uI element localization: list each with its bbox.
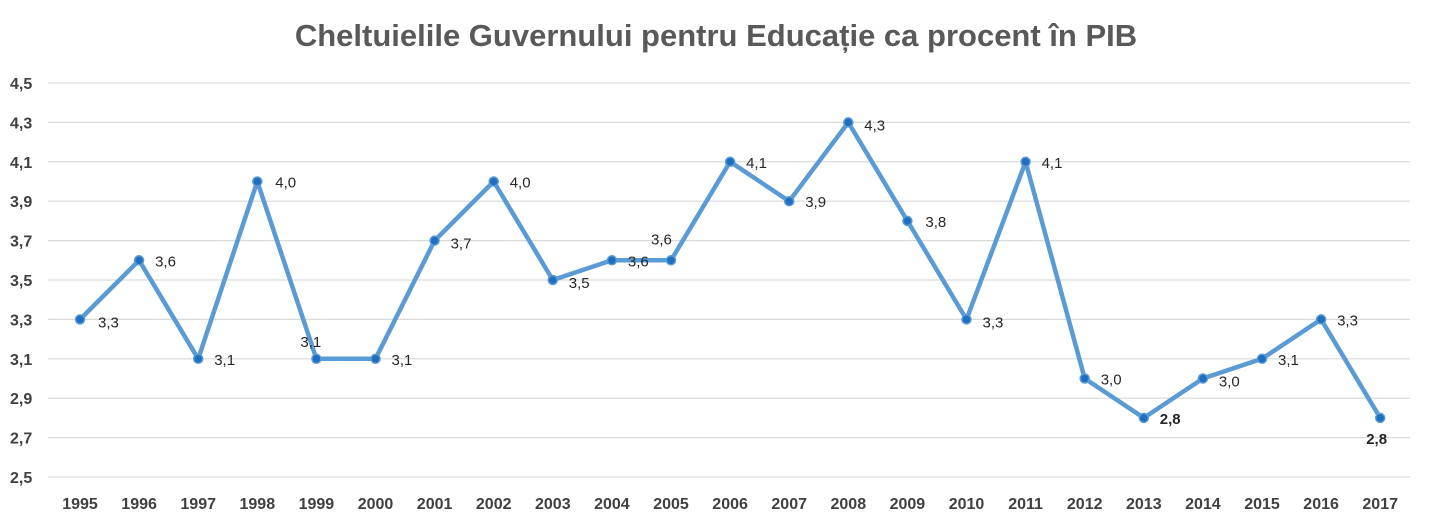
data-label-2010: 3,3 [983, 314, 1004, 331]
data-label-2013: 2,8 [1160, 411, 1181, 428]
data-label-1998: 4,0 [275, 175, 296, 192]
data-label-1996: 3,6 [155, 253, 176, 270]
x-tick-label-2015: 2015 [1244, 496, 1280, 513]
data-point-2006 [724, 156, 736, 168]
data-label-2015: 3,1 [1278, 352, 1299, 369]
x-tick-label-1996: 1996 [121, 496, 157, 513]
data-point-2017 [1374, 412, 1386, 424]
data-point-2014 [1197, 373, 1209, 384]
y-tick-label: 3,5 [10, 273, 32, 290]
chart-title: Cheltuielile Guvernului pentru Educație … [295, 18, 1137, 53]
data-point-2004 [606, 255, 618, 266]
data-point-2001 [429, 235, 440, 246]
x-tick-label-2006: 2006 [712, 496, 748, 513]
data-label-2011: 4,1 [1042, 155, 1063, 172]
series-group [74, 117, 1386, 424]
data-label-2003: 3,5 [569, 275, 590, 292]
x-tick-label-1995: 1995 [62, 496, 98, 513]
data-point-1996 [133, 255, 145, 266]
data-point-2000 [370, 353, 381, 365]
x-tick-label-2009: 2009 [890, 496, 926, 513]
data-point-2013 [1138, 412, 1150, 424]
data-label-2009: 3,8 [925, 214, 946, 231]
data-point-2002 [488, 176, 499, 187]
data-point-2003 [547, 274, 559, 286]
data-label-2001: 3,7 [451, 236, 472, 253]
data-label-1995: 3,3 [98, 314, 119, 331]
x-tick-label-2014: 2014 [1185, 496, 1221, 513]
y-tick-label: 4,1 [10, 155, 32, 172]
x-tick-label-1998: 1998 [240, 496, 276, 513]
data-point-1997 [192, 353, 204, 365]
x-tick-label-2013: 2013 [1126, 496, 1162, 513]
x-tick-label-2000: 2000 [358, 496, 394, 513]
x-tick-label-2003: 2003 [535, 496, 571, 513]
x-tick-label-2005: 2005 [653, 496, 689, 513]
x-tick-label-2008: 2008 [831, 496, 867, 513]
grid-lines [48, 82, 1410, 478]
y-axis-ticks: 2,5 2,7 2,9 3,1 3,3 3,5 3,7 3,9 4,1 4,3 4,5 [10, 76, 32, 487]
x-tick-label-2007: 2007 [771, 496, 807, 513]
data-point-2009 [902, 215, 913, 227]
data-label-2002: 4,0 [510, 175, 531, 192]
data-label-2008: 4,3 [864, 117, 885, 134]
data-label-2007: 3,9 [805, 194, 826, 211]
data-labels: 3,33,63,14,03,13,13,74,03,53,63,64,13,94… [98, 117, 1387, 448]
x-tick-label-2016: 2016 [1303, 496, 1339, 513]
x-tick-label-1999: 1999 [299, 496, 335, 513]
data-point-2012 [1079, 373, 1090, 384]
y-tick-label: 3,7 [10, 234, 32, 251]
data-label-1999: 3,1 [300, 334, 321, 351]
data-point-2008 [843, 117, 854, 128]
x-tick-label-2001: 2001 [417, 496, 453, 513]
data-label-2017: 2,8 [1366, 431, 1387, 448]
data-point-2015 [1256, 353, 1268, 365]
data-label-2000: 3,1 [392, 352, 413, 369]
data-label-2004: 3,6 [628, 253, 649, 270]
x-tick-label-1997: 1997 [180, 496, 216, 513]
x-tick-label-2002: 2002 [476, 496, 512, 513]
data-point-1995 [74, 314, 86, 325]
x-tick-label-2004: 2004 [594, 496, 630, 513]
x-tick-label-2012: 2012 [1067, 496, 1103, 513]
x-axis-ticks: 1995 1996 1997 1998 1999 2000 2001 2002 2003 2004… [62, 496, 1398, 513]
data-point-2016 [1315, 314, 1327, 325]
y-tick-label: 3,3 [10, 312, 32, 329]
y-tick-label: 2,7 [10, 431, 32, 448]
data-label-2006: 4,1 [746, 155, 767, 172]
y-tick-label: 3,9 [10, 194, 32, 211]
data-label-2014: 3,0 [1219, 374, 1240, 391]
data-label-2012: 3,0 [1101, 372, 1122, 389]
y-tick-label: 2,9 [10, 391, 32, 408]
data-point-1998 [252, 176, 263, 187]
data-point-2005 [665, 255, 677, 266]
data-point-2010 [961, 314, 972, 325]
data-label-1997: 3,1 [214, 352, 235, 369]
data-point-1999 [311, 353, 322, 365]
y-tick-label: 4,5 [10, 76, 32, 93]
y-tick-label: 4,3 [10, 115, 32, 132]
data-label-2005: 3,6 [651, 231, 672, 248]
x-tick-label-2010: 2010 [949, 496, 985, 513]
data-point-2007 [783, 195, 795, 207]
data-point-2011 [1020, 156, 1031, 168]
data-label-2016: 3,3 [1337, 312, 1358, 329]
y-tick-label: 3,1 [10, 352, 32, 369]
y-tick-label: 2,5 [10, 470, 32, 487]
x-tick-label-2017: 2017 [1362, 496, 1398, 513]
x-tick-label-2011: 2011 [1008, 496, 1043, 513]
